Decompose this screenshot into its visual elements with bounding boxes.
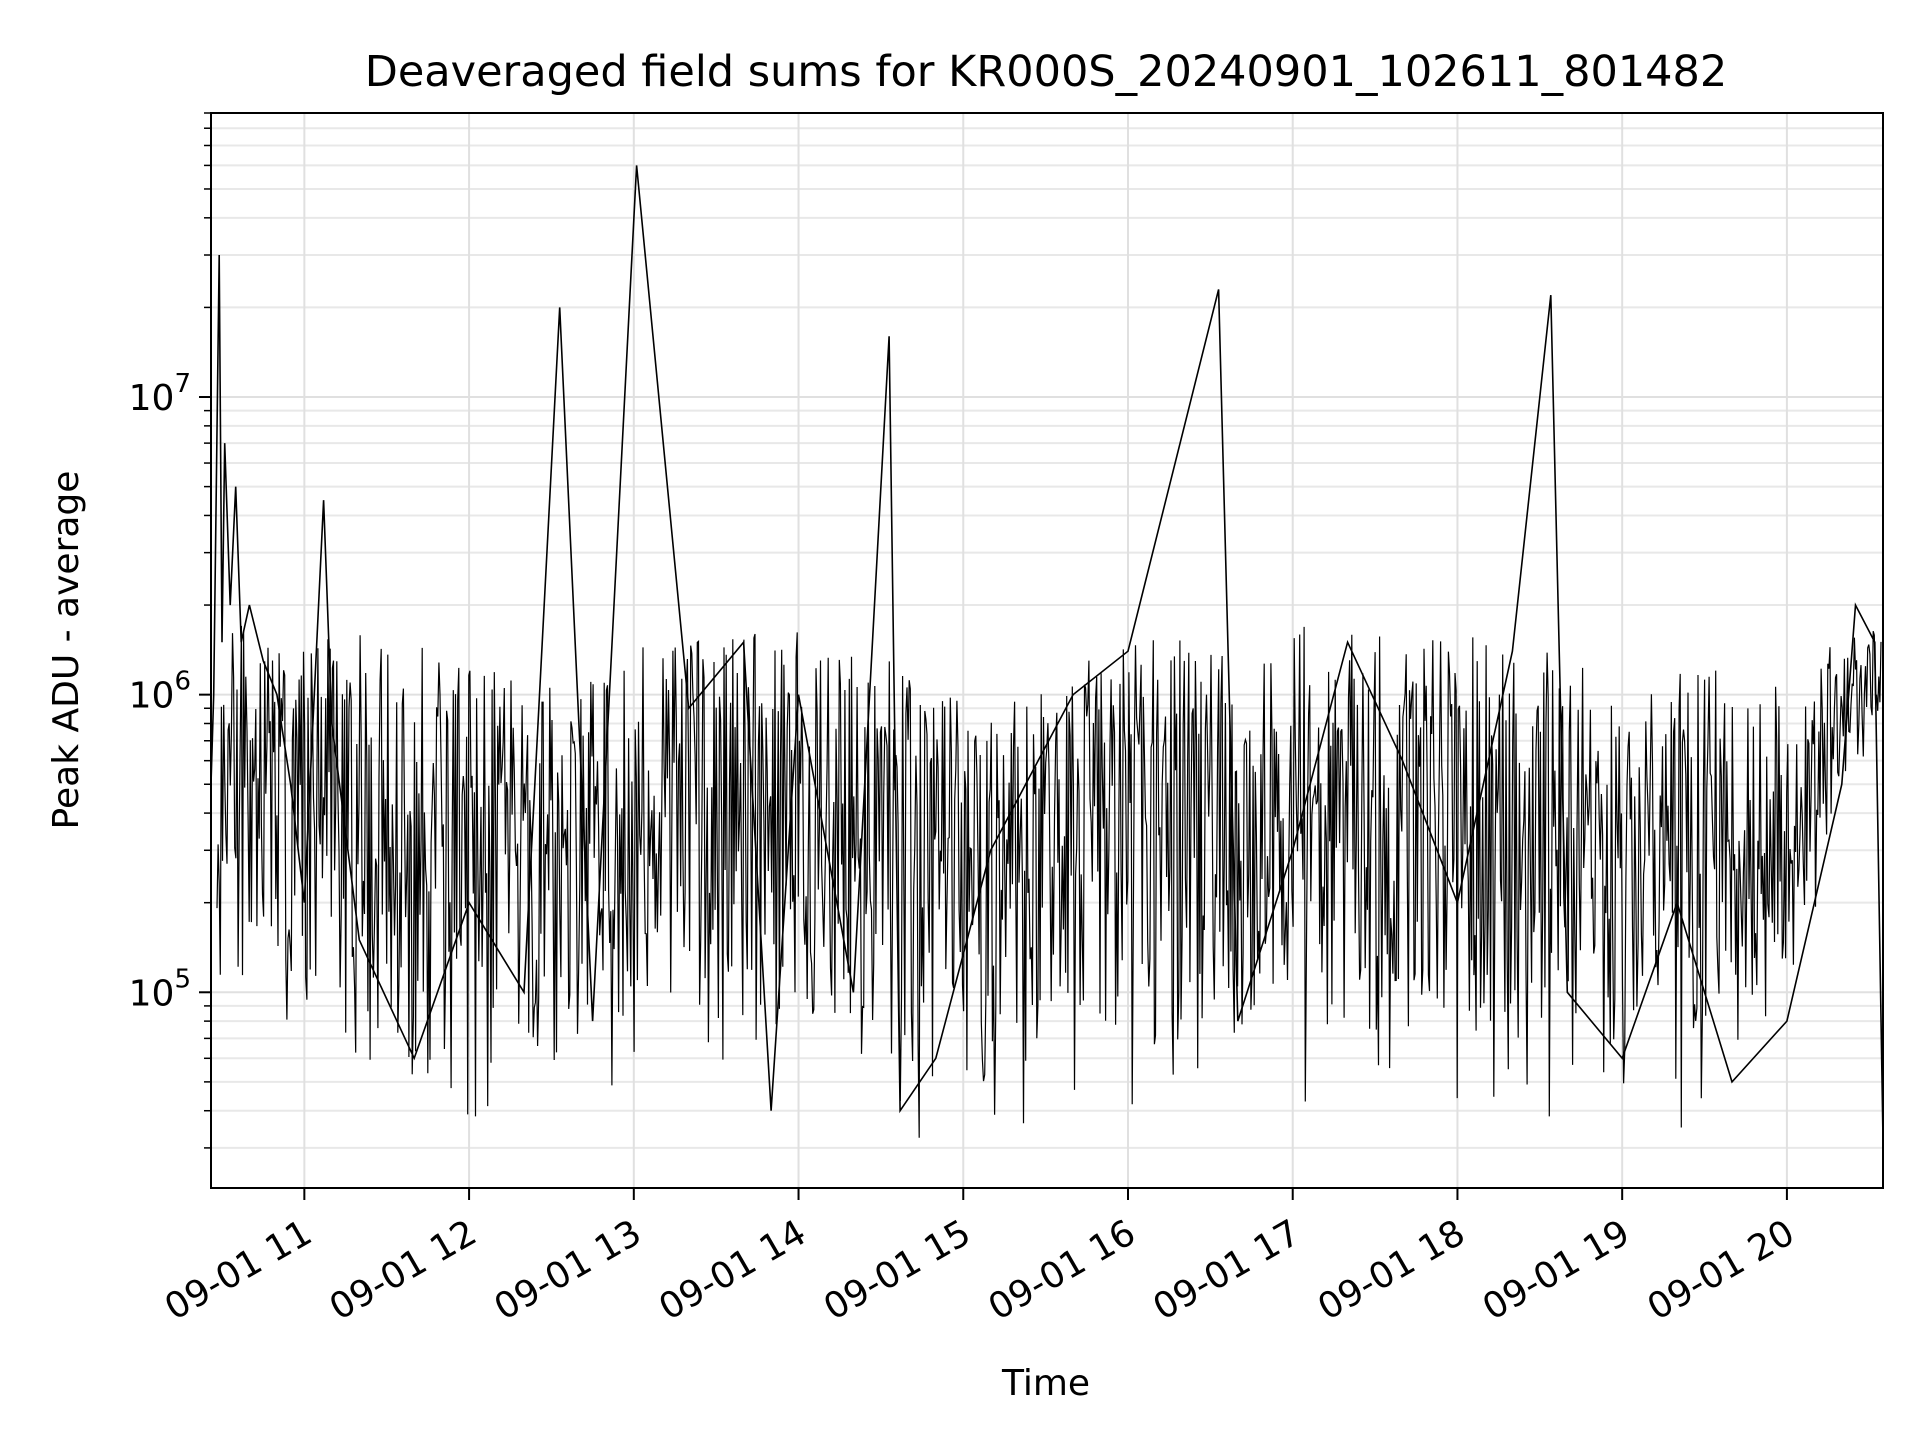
y-axis: 105 106 107 [129,112,211,1149]
series-texture [216,625,1882,1138]
y-tick-label: 107 [129,369,191,419]
y-tick-label: 106 [129,667,191,717]
plot-frame [210,112,1884,1189]
chart-title: Deaveraged field sums for KR000S_2024090… [365,47,1728,97]
x-axis-label: Time [1001,1363,1090,1404]
plot-series [210,165,1884,1140]
y-tick-label: 105 [129,964,191,1014]
y-axis-label: Peak ADU - average [46,471,87,830]
